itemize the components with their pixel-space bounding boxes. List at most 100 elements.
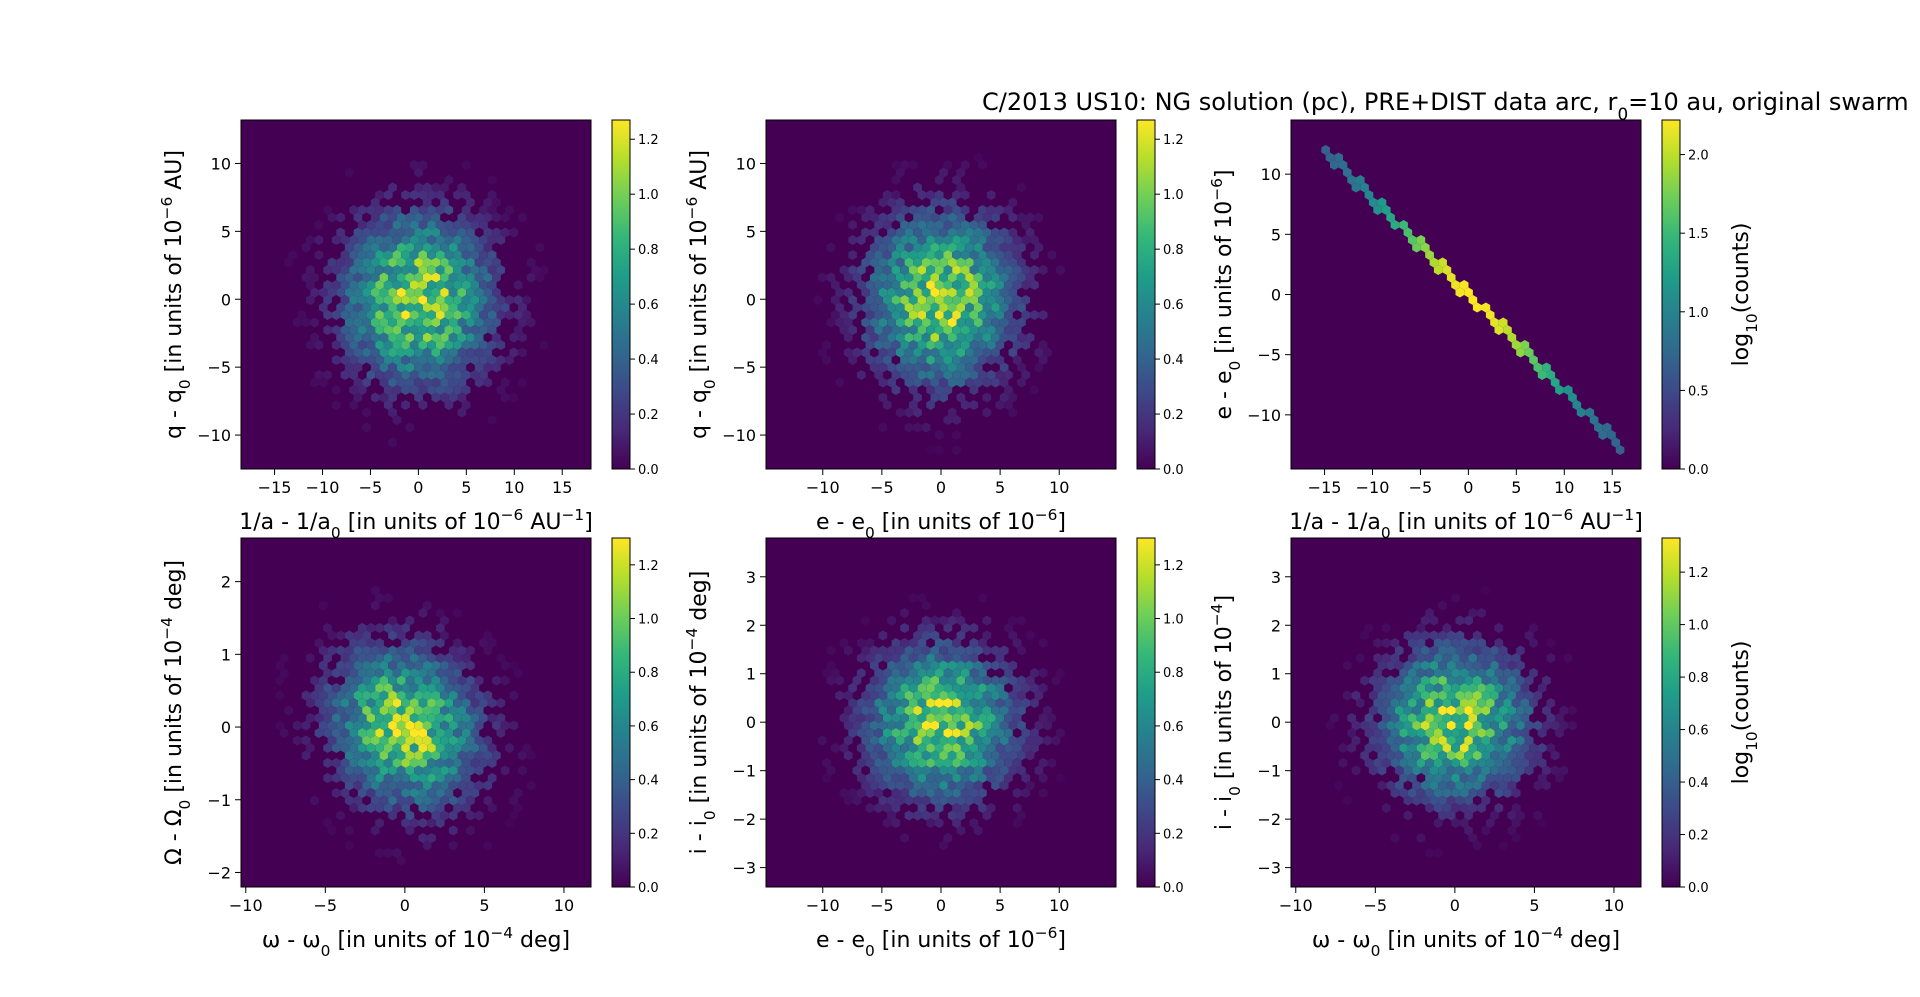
hexbin-cell bbox=[900, 743, 909, 753]
hexbin-cell bbox=[487, 250, 497, 260]
hexbin-cell bbox=[1390, 758, 1400, 768]
hexbin-cell bbox=[1351, 182, 1361, 193]
hexbin-cell bbox=[960, 250, 970, 260]
hexbin-cell bbox=[401, 638, 410, 648]
hexbin-cell bbox=[487, 325, 497, 335]
hexbin-cell bbox=[926, 653, 935, 663]
hexbin-cell bbox=[422, 750, 432, 761]
y-tick-label: 0 bbox=[221, 290, 231, 309]
hexbin-cell bbox=[843, 735, 853, 746]
hexbin-cell bbox=[440, 810, 449, 821]
hexbin-cell bbox=[1004, 235, 1013, 245]
hexbin-cell bbox=[1429, 735, 1439, 746]
x-tick-label: −10 bbox=[306, 478, 340, 497]
hexbin-cell bbox=[978, 698, 987, 708]
hexbin-cell bbox=[275, 720, 285, 731]
hexbin-cell bbox=[1490, 675, 1499, 686]
hexbin-cell bbox=[1472, 645, 1482, 656]
hexbin-cell bbox=[306, 713, 315, 723]
hexbin-cell bbox=[362, 302, 371, 313]
hexbin-cell bbox=[357, 235, 367, 245]
hexbin-cell bbox=[965, 377, 974, 388]
hexbin-cell bbox=[1390, 220, 1400, 230]
hexbin-cell bbox=[405, 362, 415, 373]
hexbin-cell bbox=[461, 220, 471, 230]
hexbin-cell bbox=[939, 227, 948, 238]
hexbin-cell bbox=[848, 250, 857, 260]
hexbin-cell bbox=[427, 235, 436, 245]
hexbin-cell bbox=[943, 415, 953, 425]
hexbin-cell bbox=[917, 250, 927, 260]
hexbin-cell bbox=[1043, 705, 1052, 716]
colorbar-tick-label: 1.0 bbox=[1163, 613, 1184, 628]
hexbin-cell bbox=[908, 743, 918, 753]
hexbin-cell bbox=[453, 668, 462, 678]
y-tick-label: 2 bbox=[746, 616, 756, 635]
hexbin-cell bbox=[1030, 310, 1039, 320]
hexbin-cell bbox=[991, 660, 1000, 671]
hexbin-cell bbox=[379, 795, 389, 806]
colorbar-tick-label: 0.8 bbox=[1163, 666, 1184, 681]
hexbin-cell bbox=[952, 430, 961, 440]
hexbin-cell bbox=[943, 683, 953, 693]
hexbin-cell bbox=[1390, 653, 1400, 663]
hexbin-cell bbox=[1012, 280, 1022, 290]
hexbin-cell bbox=[357, 653, 367, 663]
hexbin-cell bbox=[1459, 803, 1469, 813]
y-tick-label: 1 bbox=[1271, 665, 1281, 684]
hexbin-cell bbox=[1034, 347, 1044, 358]
hexbin-cell bbox=[392, 803, 402, 813]
hexbin-cell bbox=[379, 750, 389, 761]
hexbin-cell bbox=[370, 317, 380, 328]
hexbin-cell bbox=[418, 250, 428, 260]
hexbin-cell bbox=[1490, 660, 1499, 671]
hexbin-cell bbox=[952, 310, 961, 320]
hexbin-cell bbox=[1507, 825, 1517, 836]
hexbin-cell bbox=[965, 227, 974, 238]
hexbin-cell bbox=[440, 287, 449, 298]
hexbin-cell bbox=[917, 370, 927, 380]
hexbin-cell bbox=[336, 645, 345, 656]
hexbin-cell bbox=[1459, 818, 1469, 828]
hexbin-cell bbox=[973, 795, 983, 806]
hexbin-cell bbox=[379, 317, 389, 328]
hexbin-cell bbox=[1425, 713, 1434, 723]
hexbin-cell bbox=[357, 265, 367, 275]
hexbin-cell bbox=[891, 788, 901, 798]
hexbin-cell bbox=[930, 242, 940, 253]
hexbin-cell bbox=[1381, 638, 1391, 648]
hexbin-cell bbox=[878, 347, 888, 358]
hexbin-cell bbox=[1477, 653, 1486, 663]
hexbin-cell bbox=[1017, 720, 1026, 731]
colorbar-tick-label: 0.0 bbox=[1163, 881, 1184, 896]
y-tick-label: −2 bbox=[207, 863, 231, 882]
hexbin-cell bbox=[869, 765, 879, 776]
hexbin-cell bbox=[1524, 630, 1534, 641]
hexbin-cell bbox=[995, 250, 1005, 260]
hexbin-cell bbox=[1381, 698, 1391, 708]
hexbin-cell bbox=[882, 355, 892, 365]
hexbin-cell bbox=[1472, 660, 1482, 671]
hexbin-cell bbox=[396, 855, 406, 866]
hexbin-cell bbox=[900, 758, 909, 768]
hexbin-cell bbox=[479, 370, 488, 380]
hexbin-cell bbox=[396, 257, 406, 268]
hexbin-cell bbox=[353, 392, 363, 403]
hexbin-cell bbox=[1451, 638, 1460, 648]
hexbin-cell bbox=[835, 377, 844, 388]
hexbin-cell bbox=[856, 698, 866, 708]
hexbin-cell bbox=[995, 370, 1005, 380]
hexbin-cell bbox=[1451, 758, 1460, 768]
hexbin-cell bbox=[366, 310, 376, 320]
hexbin-cell bbox=[960, 295, 970, 305]
hexbin-cell bbox=[1425, 668, 1434, 678]
hexbin-cell bbox=[353, 302, 363, 313]
hexbin-cell bbox=[1481, 660, 1491, 671]
hexbin-cell bbox=[882, 668, 892, 678]
hexbin-cell bbox=[1472, 750, 1482, 761]
hexbin-cell bbox=[444, 728, 454, 738]
hexbin-cell bbox=[843, 795, 853, 806]
hexbin-cell bbox=[1529, 758, 1538, 768]
hexbin-cell bbox=[492, 287, 501, 298]
